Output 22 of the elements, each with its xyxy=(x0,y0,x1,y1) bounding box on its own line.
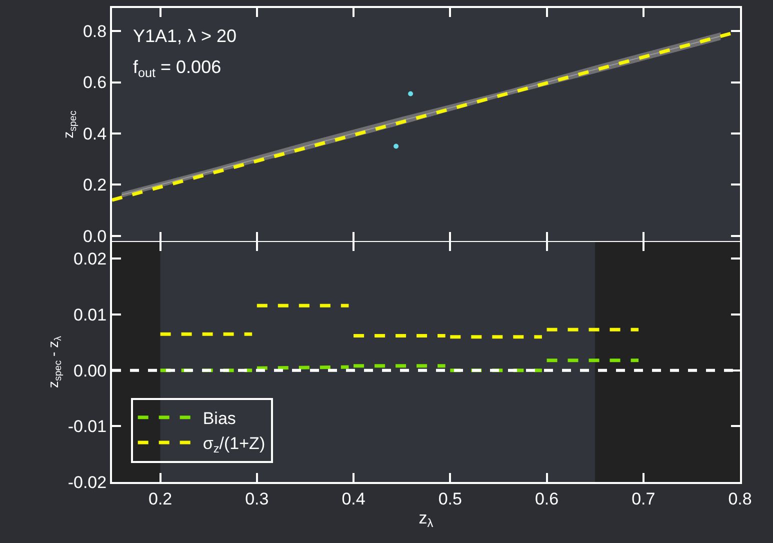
y-tick-label: 0.8 xyxy=(82,22,107,41)
legend-label: Bias xyxy=(202,408,236,428)
x-tick-label: 0.4 xyxy=(342,489,366,508)
annotation: f$_{out}$ = 0.006 xyxy=(133,57,222,80)
y-tick-label: 0.02 xyxy=(74,250,107,269)
x-axis-title: z$_{λ}$ xyxy=(418,508,434,530)
y-tick-label: 0.00 xyxy=(74,361,107,380)
y-tick-label: 0.2 xyxy=(82,176,107,195)
x-tick-label: 0.3 xyxy=(245,489,269,508)
y-tick-label: 0.01 xyxy=(74,306,107,325)
legend-label: σ$_{z}$/(1+Z) xyxy=(202,434,266,456)
x-tick-label: 0.5 xyxy=(438,489,462,508)
y-tick-label: 0.4 xyxy=(82,124,107,144)
x-tick-label: 0.2 xyxy=(148,489,172,508)
x-tick-label: 0.7 xyxy=(632,489,656,508)
annotation: Y1A1, λ > 20 xyxy=(133,26,237,46)
y-tick-label: -0.02 xyxy=(68,472,107,492)
x-tick-label: 0.6 xyxy=(534,489,559,508)
y-tick-label: 0.0 xyxy=(82,226,107,246)
x-tick-label: 0.8 xyxy=(728,489,752,508)
y-tick-label: -0.01 xyxy=(68,417,107,436)
y-tick-label: 0.6 xyxy=(82,73,107,92)
